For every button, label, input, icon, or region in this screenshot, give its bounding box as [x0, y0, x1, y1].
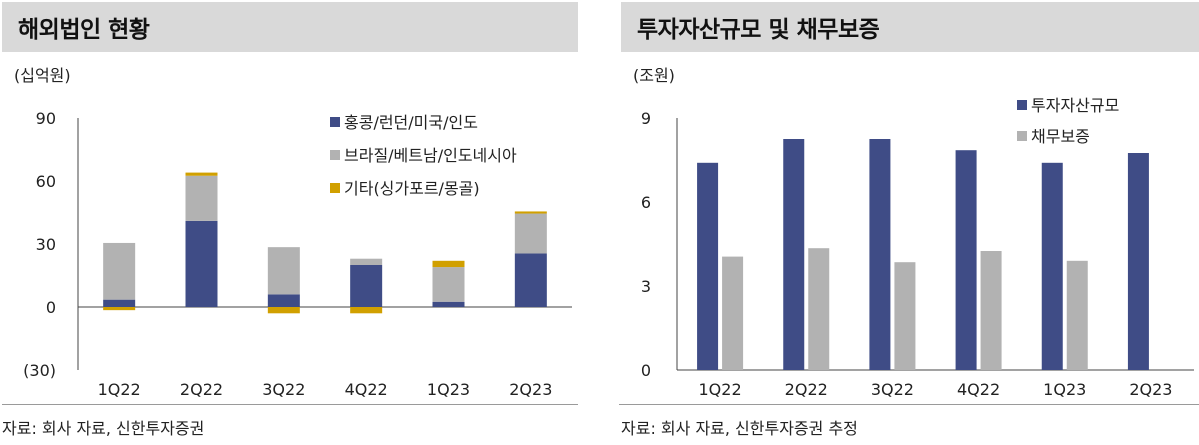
bar-segment: [103, 307, 136, 311]
bar: [955, 150, 977, 370]
x-tick-label: 4Q22: [345, 380, 388, 399]
bar-segment: [432, 260, 465, 268]
divider: [619, 404, 1199, 405]
x-tick-label: 2Q23: [1129, 380, 1172, 399]
bar-segment: [103, 299, 136, 307]
x-tick-label: 2Q22: [180, 380, 223, 399]
bar: [697, 162, 719, 370]
bar-segment: [514, 213, 547, 254]
legend-swatch: [1017, 100, 1027, 110]
x-tick-label: 4Q22: [957, 380, 1000, 399]
divider: [2, 404, 578, 405]
bar: [869, 139, 891, 370]
y-tick-label: 0: [46, 298, 56, 317]
legend-label: 브라질/베트남/인도네시아: [344, 146, 517, 165]
title-bar: 투자자산규모 및 채무보증: [621, 2, 1199, 52]
bar: [808, 248, 830, 370]
bar: [722, 256, 744, 370]
y-tick-label: 60: [36, 172, 56, 191]
legend-swatch: [330, 117, 340, 127]
x-tick-label: 1Q22: [699, 380, 742, 399]
chart-title: 투자자산규모 및 채무보증: [637, 17, 880, 43]
bar: [1041, 162, 1063, 370]
bar-segment: [350, 307, 383, 314]
y-tick-label: 0: [641, 361, 651, 380]
bar: [1066, 260, 1088, 370]
x-tick-label: 1Q22: [98, 380, 141, 399]
bar: [783, 139, 805, 370]
bar-segment: [103, 242, 136, 300]
y-tick-label: 90: [36, 109, 56, 128]
bar: [980, 251, 1002, 370]
bar-segment: [267, 307, 300, 314]
overseas-subsidiaries-panel: 해외법인 현황 (십억원) 90 60 30 0 (30) 1Q22 2Q22 3Q22 4Q2…: [0, 0, 578, 445]
unit-label: (조원): [633, 66, 675, 85]
x-tick-label: 3Q22: [871, 380, 914, 399]
legend-swatch: [1017, 131, 1027, 141]
bar-segment: [514, 253, 547, 307]
legend-swatch: [330, 183, 340, 193]
bar-segment: [267, 294, 300, 307]
y-tick-label: 30: [36, 235, 56, 254]
bar-segment: [185, 175, 218, 221]
bar: [1127, 153, 1149, 370]
bar-segment: [267, 247, 300, 295]
bar-segment: [514, 211, 547, 214]
legend-label: 채무보증: [1031, 127, 1090, 146]
chart-title: 해외법인 현황: [18, 17, 150, 43]
y-tick-label: 6: [641, 193, 651, 212]
legend-label: 기타(싱가포르/몽골): [344, 179, 480, 198]
bar-segment: [432, 267, 465, 302]
x-tick-label: 1Q23: [427, 380, 470, 399]
y-tick-label: 9: [641, 109, 651, 128]
bar-segment: [185, 172, 218, 176]
y-tick-label: (30): [23, 361, 56, 380]
y-tick-label: 3: [641, 277, 651, 296]
source-note: 자료: 회사 자료, 신한투자증권 추정: [621, 419, 858, 438]
bar: [894, 262, 916, 370]
stacked-bar-chart: 90 60 30 0 (30) 1Q22 2Q22 3Q22 4Q22 1Q23 2Q23 홍콩/런던…: [23, 109, 572, 399]
source-note: 자료: 회사 자료, 신한투자증권: [2, 419, 205, 438]
x-tick-label: 1Q23: [1043, 380, 1086, 399]
bar-segment: [350, 258, 383, 265]
bar-segment: [432, 301, 465, 307]
x-tick-label: 2Q23: [509, 380, 552, 399]
legend-label: 투자자산규모: [1031, 96, 1119, 115]
x-tick-label: 2Q22: [785, 380, 828, 399]
legend-label: 홍콩/런던/미국/인도: [344, 113, 478, 132]
title-bar: 해외법인 현황: [2, 2, 578, 52]
bar-segment: [350, 265, 383, 307]
x-tick-label: 3Q22: [262, 380, 305, 399]
investment-assets-panel: 투자자산규모 및 채무보증 (조원) 9 6 3 0 1Q22 2Q22 3Q22 4Q22 1…: [619, 0, 1199, 445]
legend-swatch: [330, 150, 340, 160]
bar-segment: [185, 220, 218, 307]
unit-label: (십억원): [14, 66, 71, 85]
